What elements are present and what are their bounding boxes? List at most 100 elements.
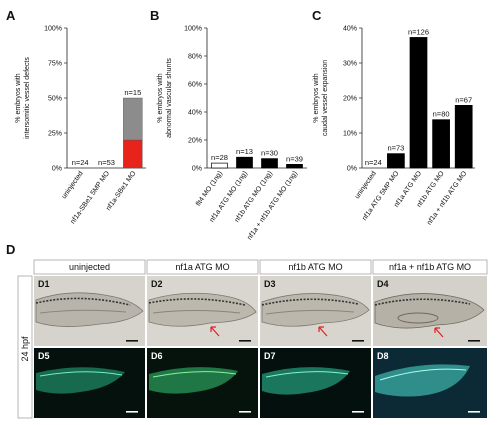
scale-bar-d4 [468,340,480,342]
scale-bar-d7 [352,411,364,413]
bar-A-2-0 [123,139,143,169]
bar-A-2-1 [123,97,143,141]
scale-bar-d2 [239,340,251,342]
y-axis-label-B: abnormal vascular shunts [166,58,173,138]
y-axis-label-A: % embryos with [15,73,22,123]
image-d4: D4 [373,276,487,346]
vessel-line-d6 [152,371,237,378]
bar-B-1 [236,156,253,169]
chart-a: 0% 25% 50% 75% 100% % embryos with intersomiti… [15,26,146,225]
panel-label-d: D [6,242,15,257]
category-label-A-2: nf1a-SBe1 MO [105,170,138,212]
chart-b: 0% 20% 40% 60% 80% 100% % embryos with abnormal… [157,26,307,241]
category-label-C-0: uninjected [354,170,378,200]
image-d5: D5 [34,348,145,418]
notochord-d2 [152,310,241,314]
vessel-signal-d8 [375,364,470,397]
image-d3: D3 [260,276,371,346]
image-label-d8: D8 [377,351,389,361]
panel-label-b: B [150,8,159,23]
image-label-d5: D5 [38,351,50,361]
y-tick-label-A: 100% [44,26,62,33]
bar-B-0 [211,162,228,169]
n-label-B-3: n=39 [286,154,303,163]
header-uninjected: uninjected [69,262,110,272]
scale-bar-d8 [468,411,480,413]
y-tick-label-B: 60% [188,82,202,89]
category-label-B-3: nf1a + nf1b ATG MO (1ng) [246,170,299,241]
bar-C-4 [454,104,473,169]
panel-label-c: C [312,8,322,23]
notochord-d1 [39,309,127,314]
n-label-A-0: n=24 [72,158,89,167]
y-tick-label-C: 40% [343,26,357,33]
bar-B-3 [286,164,303,169]
n-label-C-4: n=67 [455,95,472,104]
category-label-A-0: uninjected [61,170,85,200]
image-d1: D1 [34,276,145,346]
vessel-line-d5 [39,371,123,377]
embryo-d1 [35,292,144,327]
y-tick-label-C: 0% [347,166,357,173]
y-tick-label-C: 10% [343,131,357,138]
column-headers: uninjected nf1a ATG MO nf1b ATG MO nf1a … [33,259,488,275]
image-d8: D8 [373,348,487,418]
panel-label-a: A [6,8,16,23]
scale-bar-d3 [352,340,364,342]
image-d2: D2 [147,276,258,346]
red-arrow-d4 [434,327,444,338]
microscopy-panel: uninjected nf1a ATG MO nf1b ATG MO nf1a … [17,259,488,419]
brightfield-row: D1 D2 D3 [34,276,487,346]
image-d7: D7 [260,348,371,418]
y-axis-label-C: % embryos with [313,73,320,123]
red-arrow-d2 [210,326,220,337]
pigment-line-d2 [148,298,246,306]
n-label-B-0: n=28 [211,153,228,162]
row-label-24hpf: 24 hpf [20,336,30,362]
n-label-B-2: n=30 [261,149,278,158]
y-tick-label-B: 20% [188,138,202,145]
n-label-A-1: n=53 [98,158,115,167]
y-tick-label-B: 40% [188,110,202,117]
scale-bar-d5 [126,411,138,413]
n-label-A-2: n=15 [124,88,141,97]
y-tick-label-B: 100% [184,26,202,33]
header-nf1a-atg: nf1a ATG MO [175,262,229,272]
y-tick-label-C: 30% [343,61,357,68]
n-label-C-0: n=24 [365,158,382,167]
row-label-box [17,275,33,419]
n-label-C-1: n=73 [387,144,404,153]
header-box-2 [146,259,259,275]
header-box-3 [259,259,372,275]
image-label-d3: D3 [264,279,276,289]
image-label-d6: D6 [151,351,163,361]
pigment-line-d4 [374,298,471,306]
y-tick-label-A: 75% [48,61,62,68]
header-nf1a-nf1b-atg: nf1a + nf1b ATG MO [389,262,471,272]
chart-c: 0% 10% 20% 30% 40% % embryos with caudal vesse… [313,26,475,227]
notochord-d3 [265,309,355,315]
y-tick-label-A: 50% [48,96,62,103]
fluorescence-row: D5 D6 D7 D8 [34,348,487,418]
n-label-C-3: n=80 [433,110,450,119]
y-tick-label-C: 20% [343,96,357,103]
image-label-d4: D4 [377,279,389,289]
category-label-C-4: nf1a + nf1b ATG MO [426,170,469,227]
image-label-d2: D2 [151,279,163,289]
y-axis-label-B: % embryos with [157,73,164,123]
bar-C-2 [409,37,428,169]
image-label-d7: D7 [264,351,276,361]
y-tick-label-A: 25% [48,131,62,138]
red-arrow-d3 [318,326,328,337]
scale-bar-d6 [239,411,251,413]
bar-B-2 [261,158,278,169]
caudal-expansion-d4 [397,312,439,324]
image-d6: D6 [147,348,258,418]
bar-C-3 [432,119,450,169]
y-axis-label-A: intersomitic vessel defects [24,57,31,139]
scale-bar-d1 [126,340,138,342]
n-label-C-2: n=126 [408,27,429,36]
bar-C-1 [387,153,405,169]
header-box-1 [33,259,146,275]
